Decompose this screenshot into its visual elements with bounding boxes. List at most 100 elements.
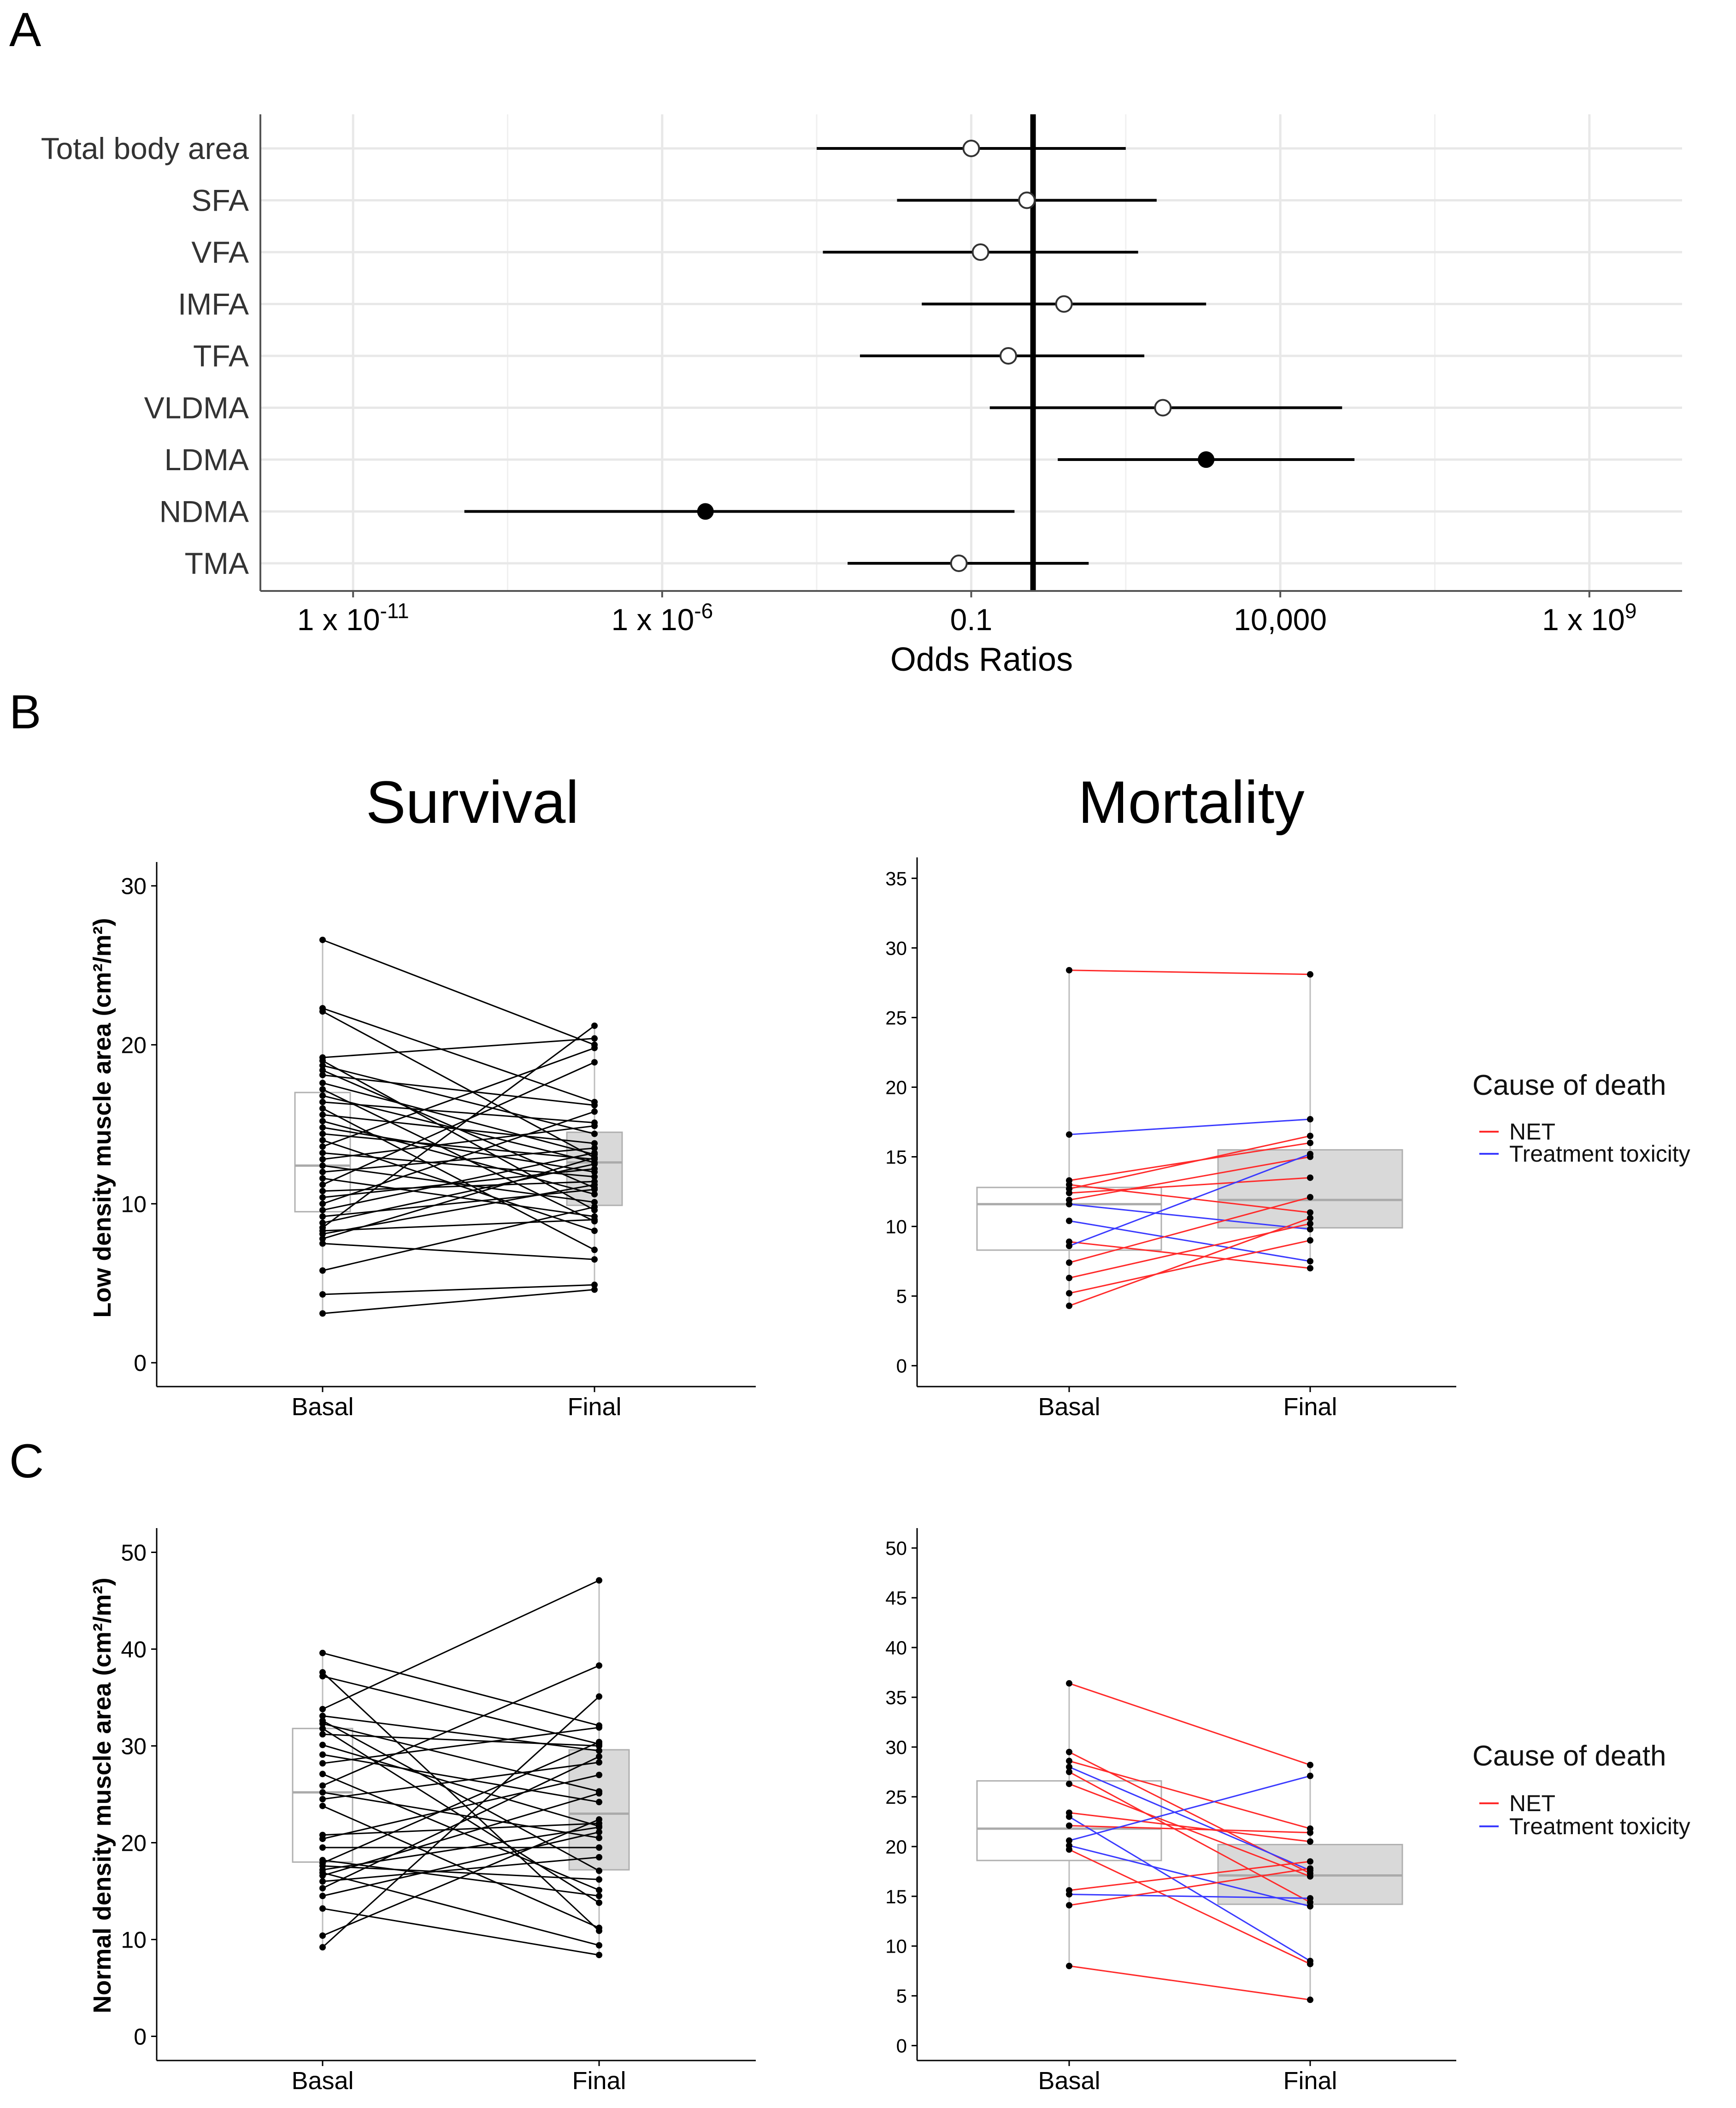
chart-b-survival: 0 10 20 30 Basal Final (121, 862, 756, 1421)
paired-line (322, 1580, 600, 1710)
paired-line (322, 1243, 595, 1260)
paired-line (322, 1062, 595, 1186)
paired-line (322, 1060, 595, 1211)
paired-line (322, 1733, 600, 1747)
y-tick-label: 15 (885, 1886, 907, 1907)
data-point-basal (319, 1105, 326, 1112)
data-point-basal (319, 1062, 326, 1069)
paired-line (322, 1792, 600, 1877)
box-rect (568, 1749, 630, 1871)
y-tick-label: 25 (885, 1786, 907, 1808)
panel-label-a: A (9, 3, 41, 57)
data-point-basal (319, 1310, 326, 1317)
c-y-axis-title: Normal density muscle area (cm²/m²) (88, 1577, 116, 2013)
paired-line (322, 1805, 600, 1929)
data-point-final (596, 1724, 602, 1731)
paired-line (322, 1147, 595, 1173)
forest-row-label: NDMA (159, 495, 249, 529)
data-point-basal (319, 1673, 326, 1680)
data-point-final (591, 1191, 598, 1198)
data-point-final (1307, 1903, 1313, 1910)
data-point-basal (1066, 1290, 1072, 1297)
legend-c: Cause of death NET Treatment toxicity (1472, 1740, 1690, 1839)
data-point-final (596, 1824, 602, 1830)
forest-x-tick-label: 10,000 (1234, 602, 1327, 637)
paired-line (1069, 1220, 1311, 1262)
data-point-final (596, 1662, 602, 1669)
legend-b-net-label: NET (1509, 1119, 1555, 1145)
data-point-final (596, 1577, 602, 1584)
data-point-final (596, 1748, 602, 1754)
legend-b: Cause of death NET Treatment toxicity (1472, 1069, 1690, 1167)
data-point-basal (319, 1194, 326, 1201)
data-point-final (596, 1799, 602, 1806)
paired-line (1069, 1153, 1311, 1247)
data-point-final (1307, 1838, 1313, 1845)
paired-line (322, 1696, 600, 1948)
paired-line (322, 1774, 600, 1840)
paired-line (1069, 1848, 1311, 1965)
x-category-label: Final (567, 1393, 621, 1421)
x-category-label: Basal (291, 2067, 353, 2095)
data-point-final (591, 1045, 598, 1051)
data-point-final (591, 1228, 598, 1234)
data-point-final (1307, 1761, 1313, 1768)
data-point-final (596, 1854, 602, 1860)
data-point-basal (1066, 1131, 1072, 1138)
b-y-axis-title: Low density muscle area (cm²/m²) (88, 918, 116, 1317)
data-point-basal (1066, 1822, 1072, 1829)
paired-line (322, 1165, 595, 1203)
data-point-basal (1066, 1259, 1072, 1266)
x-category-label: Basal (291, 1393, 353, 1421)
forest-row-label: VFA (191, 235, 249, 269)
paired-line (322, 1907, 600, 1956)
paired-line (1069, 1240, 1311, 1294)
y-tick-label: 40 (121, 1636, 147, 1662)
paired-line (1069, 1775, 1311, 1842)
data-point-basal (319, 1130, 326, 1137)
data-point-basal (319, 1086, 326, 1093)
paired-line (1069, 1196, 1311, 1264)
data-point-final (596, 1790, 602, 1797)
data-point-basal (319, 1760, 326, 1767)
data-point-basal (319, 1181, 326, 1188)
data-point-final (591, 1173, 598, 1180)
forest-row-label: TFA (193, 339, 249, 373)
y-tick-label: 10 (121, 1191, 147, 1217)
paired-line (322, 1127, 595, 1173)
forest-rows: Total body area SFA VFA IMFA TFA VLDMA LDMA NDM… (41, 114, 1355, 591)
data-point-basal (319, 1878, 326, 1885)
y-tick-label: 0 (134, 2024, 147, 2049)
data-point-final (1307, 1265, 1313, 1272)
data-point-final (1307, 1258, 1313, 1265)
y-tick-label: 20 (885, 1076, 907, 1098)
forest-estimate-point (971, 243, 989, 261)
data-point-final (1307, 1873, 1313, 1880)
data-point-final (1307, 1174, 1313, 1181)
data-point-basal (319, 1944, 326, 1951)
paired-line (1069, 1760, 1311, 1830)
forest-x-axis-title: Odds Ratios (890, 641, 1073, 678)
y-tick-label: 45 (885, 1587, 907, 1609)
data-point-basal (1066, 1768, 1072, 1775)
data-point-final (1307, 1194, 1313, 1201)
data-point-final (1307, 1996, 1313, 2003)
data-point-basal (1066, 1190, 1072, 1197)
data-point-basal (319, 1072, 326, 1079)
y-tick-label: 20 (885, 1836, 907, 1858)
paired-line (1069, 1816, 1311, 1962)
paired-line (322, 1823, 600, 1836)
x-category-label: Final (1283, 1393, 1337, 1421)
paired-line (322, 1289, 595, 1314)
data-point-final (591, 1186, 598, 1193)
data-point-basal (319, 1893, 326, 1899)
data-point-basal (319, 1156, 326, 1163)
paired-line (1069, 1118, 1311, 1135)
forest-grid (260, 114, 1682, 591)
data-point-basal (319, 1267, 326, 1274)
data-point-final (591, 1059, 598, 1066)
paired-line (1069, 1965, 1311, 2001)
paired-line (322, 1108, 595, 1251)
paired-line (322, 1831, 600, 1897)
